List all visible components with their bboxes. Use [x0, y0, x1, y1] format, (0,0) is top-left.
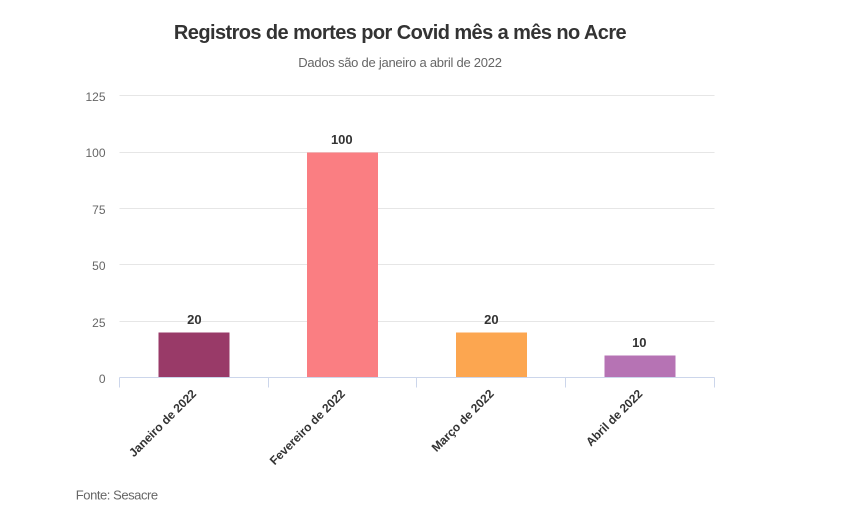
svg-text:20: 20 — [484, 312, 498, 327]
svg-text:Dados são de janeiro a abril d: Dados são de janeiro a abril de 2022 — [298, 55, 502, 70]
svg-text:Fonte: Sesacre: Fonte: Sesacre — [76, 487, 158, 502]
svg-text:75: 75 — [92, 203, 106, 217]
svg-text:25: 25 — [92, 316, 106, 330]
svg-text:20: 20 — [187, 312, 201, 327]
svg-text:100: 100 — [85, 146, 105, 160]
svg-text:100: 100 — [331, 132, 353, 147]
svg-text:10: 10 — [632, 335, 646, 350]
svg-text:50: 50 — [92, 259, 106, 273]
svg-text:125: 125 — [85, 90, 105, 104]
svg-text:Registros de mortes por Covid: Registros de mortes por Covid mês a mês … — [174, 22, 627, 44]
svg-text:0: 0 — [99, 372, 106, 386]
